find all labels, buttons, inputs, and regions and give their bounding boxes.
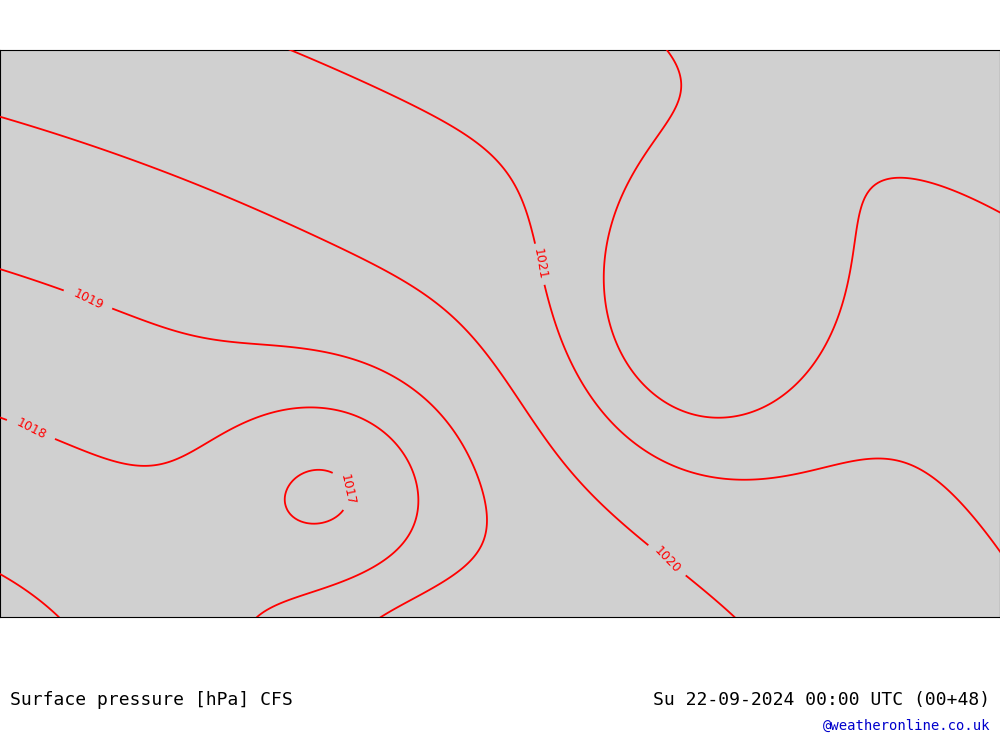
Text: 1018: 1018 [14,416,48,442]
Text: 1021: 1021 [531,248,549,281]
Text: Su 22-09-2024 00:00 UTC (00+48): Su 22-09-2024 00:00 UTC (00+48) [653,691,990,709]
Text: 1019: 1019 [71,287,105,312]
Text: Surface pressure [hPa] CFS: Surface pressure [hPa] CFS [10,691,293,709]
Text: 1017: 1017 [338,473,357,507]
Text: 1020: 1020 [651,545,683,576]
Text: 1017: 1017 [97,665,123,699]
Text: @weatheronline.co.uk: @weatheronline.co.uk [822,718,990,733]
